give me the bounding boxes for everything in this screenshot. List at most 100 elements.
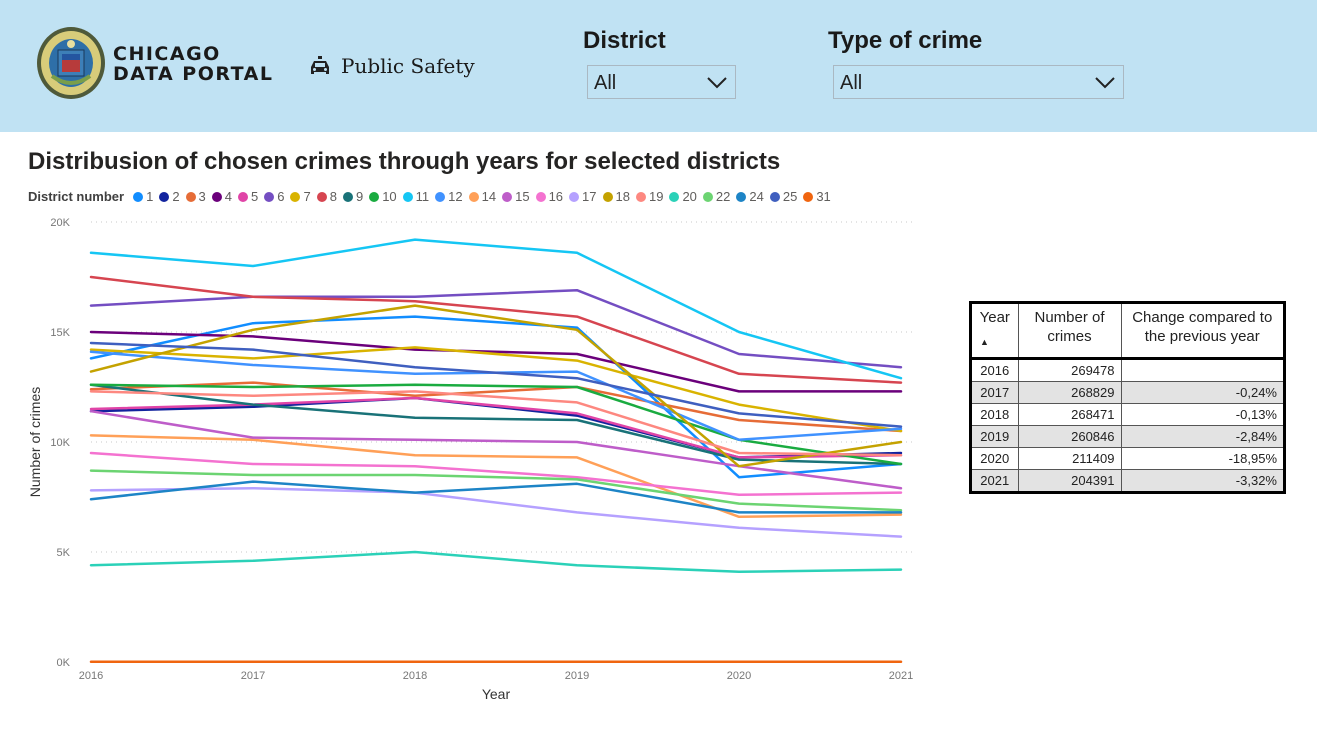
legend-label: 14 [481, 189, 497, 204]
legend-label: 9 [355, 189, 364, 204]
chevron-down-icon [707, 77, 727, 89]
legend-item-5[interactable]: 5 [238, 189, 258, 204]
legend-dot [159, 191, 170, 202]
series-line-district-24 [89, 480, 903, 514]
x-tick-label: 2018 [403, 670, 427, 682]
legend-item-17[interactable]: 17 [569, 189, 597, 204]
legend-dot [635, 191, 646, 202]
y-tick-label: 5K [57, 547, 71, 559]
legend-dot [769, 191, 780, 202]
header-bar: CHICAGO DATA PORTAL Public Safety Distri… [0, 0, 1317, 132]
series-line-district-8 [89, 275, 903, 384]
series-line-district-1 [89, 315, 903, 479]
legend-item-4[interactable]: 4 [211, 189, 233, 204]
brand-line-1: CHICAGO [113, 43, 221, 65]
legend-item-16[interactable]: 16 [535, 189, 564, 204]
brand-line-2: DATA PORTAL [113, 63, 274, 85]
legend-label: 22 [715, 189, 731, 204]
district-dropdown[interactable]: All [587, 65, 736, 99]
cell-year: 2021 [972, 469, 1019, 491]
column-header-crimes[interactable]: Number of crimes [1018, 304, 1122, 360]
x-tick-label: 2020 [727, 670, 751, 682]
legend-item-24[interactable]: 24 [736, 189, 764, 204]
x-tick-label: 2021 [889, 670, 913, 682]
x-tick-label: 2017 [241, 670, 265, 682]
legend-title: District number [28, 189, 125, 204]
legend-item-12[interactable]: 12 [435, 189, 463, 204]
legend-label: 25 [782, 189, 798, 204]
y-tick-label: 10K [50, 437, 70, 449]
cell-change: -2,84% [1121, 425, 1283, 448]
x-axis-label: Year [482, 686, 511, 702]
legend-item-10[interactable]: 10 [369, 189, 397, 204]
legend-label: 3 [198, 189, 206, 204]
series-line-district-5 [89, 396, 903, 459]
cell-year: 2016 [972, 358, 1019, 382]
legend-item-9[interactable]: 9 [342, 189, 364, 204]
cell-crimes: 268471 [1018, 403, 1122, 426]
legend-label: 11 [415, 189, 430, 204]
legend-item-25[interactable]: 25 [769, 189, 798, 204]
legend-dot [602, 191, 613, 202]
y-axis-label: Number of crimes [27, 387, 43, 497]
cell-crimes: 204391 [1018, 469, 1122, 491]
crime-type-dropdown[interactable]: All [833, 65, 1124, 99]
series-line-district-7 [89, 346, 903, 433]
legend-item-1[interactable]: 1 [133, 189, 153, 204]
series-line-district-10 [89, 383, 903, 466]
legend-item-20[interactable]: 20 [669, 189, 697, 204]
legend-item-8[interactable]: 8 [316, 189, 337, 204]
legend-dot [369, 191, 380, 202]
table-row: 2018 268471 -0,13% [972, 403, 1283, 426]
legend-label: 4 [224, 189, 233, 204]
cell-year: 2019 [972, 425, 1019, 448]
legend-dot [211, 191, 222, 202]
legend-item-22[interactable]: 22 [702, 189, 731, 204]
column-header-change[interactable]: Change compared to the previous year [1121, 304, 1283, 360]
legend-item-31[interactable]: 31 [803, 189, 831, 204]
series-line-district-19 [89, 390, 903, 457]
legend-dot [468, 191, 479, 202]
table-row: 2019 260846 -2,84% [972, 425, 1283, 448]
legend-label: 16 [548, 189, 564, 204]
series-line-district-22 [89, 469, 903, 512]
legend-label: 10 [382, 189, 397, 204]
table-row: 2021 204391 -3,32% [972, 469, 1283, 491]
legend-item-15[interactable]: 15 [502, 189, 530, 204]
y-tick-label: 0K [57, 657, 71, 669]
crime-type-dropdown-value: All [840, 72, 863, 94]
legend-dot [133, 191, 144, 202]
legend-item-19[interactable]: 19 [635, 189, 663, 204]
series-line-district-9 [89, 383, 903, 466]
legend-label: 6 [277, 189, 285, 204]
legend-item-18[interactable]: 18 [602, 189, 630, 204]
legend-dot [342, 191, 353, 202]
legend-dot [435, 191, 446, 202]
district-dropdown-value: All [594, 72, 617, 94]
series-line-district-16 [89, 451, 903, 497]
cell-change: -0,24% [1121, 381, 1283, 404]
legend-item-14[interactable]: 14 [468, 189, 497, 204]
legend-dot [264, 191, 275, 202]
chicago-seal-logo [37, 27, 105, 99]
section-title: Public Safety [341, 54, 475, 78]
series-line-district-25 [89, 341, 903, 428]
table-row: 2016 269478 [972, 358, 1283, 382]
legend-label: 20 [682, 189, 697, 204]
series-line-district-20 [89, 550, 903, 574]
legend-item-11[interactable]: 11 [402, 189, 430, 204]
legend-dot [569, 191, 580, 202]
legend-item-2[interactable]: 2 [159, 189, 180, 204]
legend-item-6[interactable]: 6 [264, 189, 284, 204]
legend-label: 31 [816, 189, 831, 204]
legend-dot [316, 191, 327, 202]
legend-label: 8 [329, 189, 337, 204]
column-header-year[interactable]: Year ▲ [972, 304, 1019, 360]
legend-dot [669, 191, 680, 202]
brand-name[interactable]: CHICAGO DATA PORTAL [113, 44, 273, 84]
x-tick-label: 2019 [565, 670, 589, 682]
crime-type-filter-title: Type of crime [828, 27, 983, 54]
sort-ascending-icon[interactable]: ▲ [980, 337, 989, 347]
legend-item-3[interactable]: 3 [185, 189, 206, 204]
legend-item-7[interactable]: 7 [290, 189, 311, 204]
